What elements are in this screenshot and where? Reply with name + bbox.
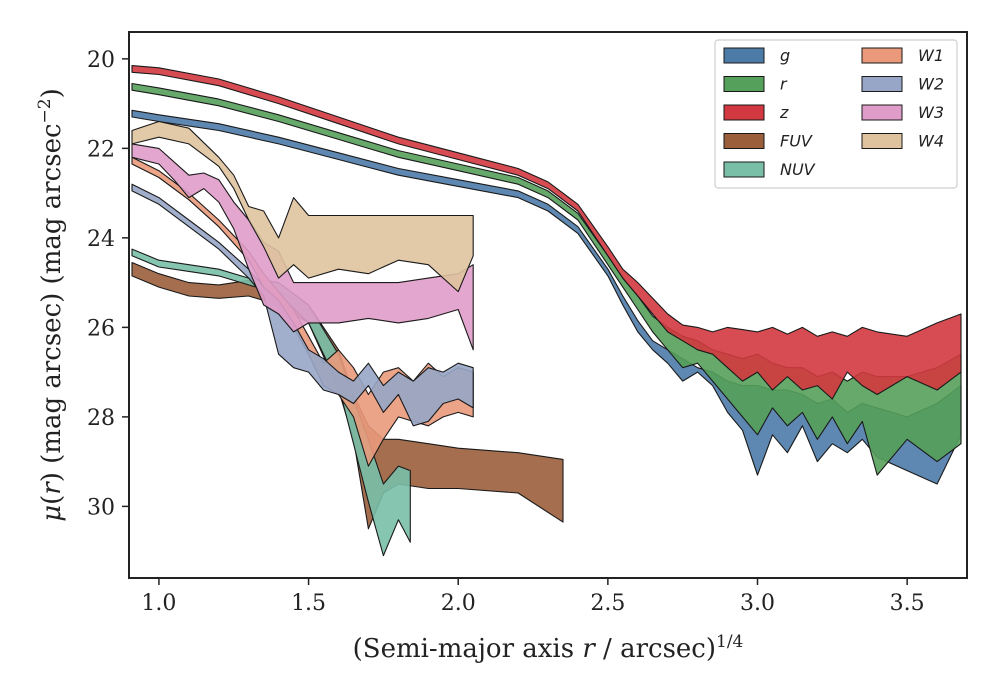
series-band-w4	[131, 120, 474, 293]
legend-label-z: z	[779, 103, 789, 122]
legend-label-w4: W4	[918, 132, 944, 151]
y-axis: 20 22 24 26 28 30	[87, 48, 129, 520]
x-tick-label: 2.5	[590, 591, 625, 616]
x-tick-label: 3.0	[740, 591, 775, 616]
legend-swatch-r	[723, 76, 765, 92]
y-tick-label: 28	[87, 406, 115, 431]
series-band-z	[131, 65, 962, 400]
y-tick-label: 24	[87, 227, 115, 252]
y-tick-label: 26	[87, 316, 115, 341]
legend: grz FUV NUV W1 W2 W3 W4	[714, 39, 958, 189]
legend-label-w2: W2	[918, 75, 944, 94]
legend-label-nuv: NUV	[780, 160, 816, 179]
y-axis-label: μ(r) (mag arcsec) (mag arcsec−2)	[35, 88, 67, 522]
x-tick-label: 3.5	[890, 591, 925, 616]
series-band-w3	[131, 143, 474, 351]
legend-swatch-nuv	[723, 161, 765, 178]
y-tick-label: 22	[87, 137, 115, 162]
legend-swatch-w3	[861, 104, 903, 121]
legend-label-r: r	[780, 75, 788, 94]
chart-series-layer	[131, 65, 962, 557]
legend-swatch-fuv	[723, 133, 765, 149]
y-tick-label: 20	[87, 48, 115, 73]
legend-label-fuv: FUV	[780, 132, 813, 151]
legend-label-w3: W3	[918, 103, 944, 122]
x-tick-label: 1.0	[141, 591, 176, 616]
legend-swatch-w1	[861, 47, 903, 64]
legend-swatch-w2	[861, 76, 903, 92]
x-axis: 1.0 1.5 2.0 2.5 3.0 3.5	[141, 578, 925, 616]
x-tick-label: 2.0	[441, 591, 476, 616]
legend-swatch-g	[723, 47, 765, 64]
legend-swatch-z	[723, 104, 765, 121]
legend-label-g: g	[780, 46, 790, 65]
legend-swatch-w4	[861, 133, 903, 149]
y-tick-label: 30	[87, 495, 115, 520]
legend-label-w1: W1	[918, 46, 944, 65]
x-axis-label: (Semi-major axis r / arcsec)1/4	[353, 632, 744, 664]
plot-frame	[128, 31, 968, 579]
x-tick-label: 1.5	[291, 591, 326, 616]
